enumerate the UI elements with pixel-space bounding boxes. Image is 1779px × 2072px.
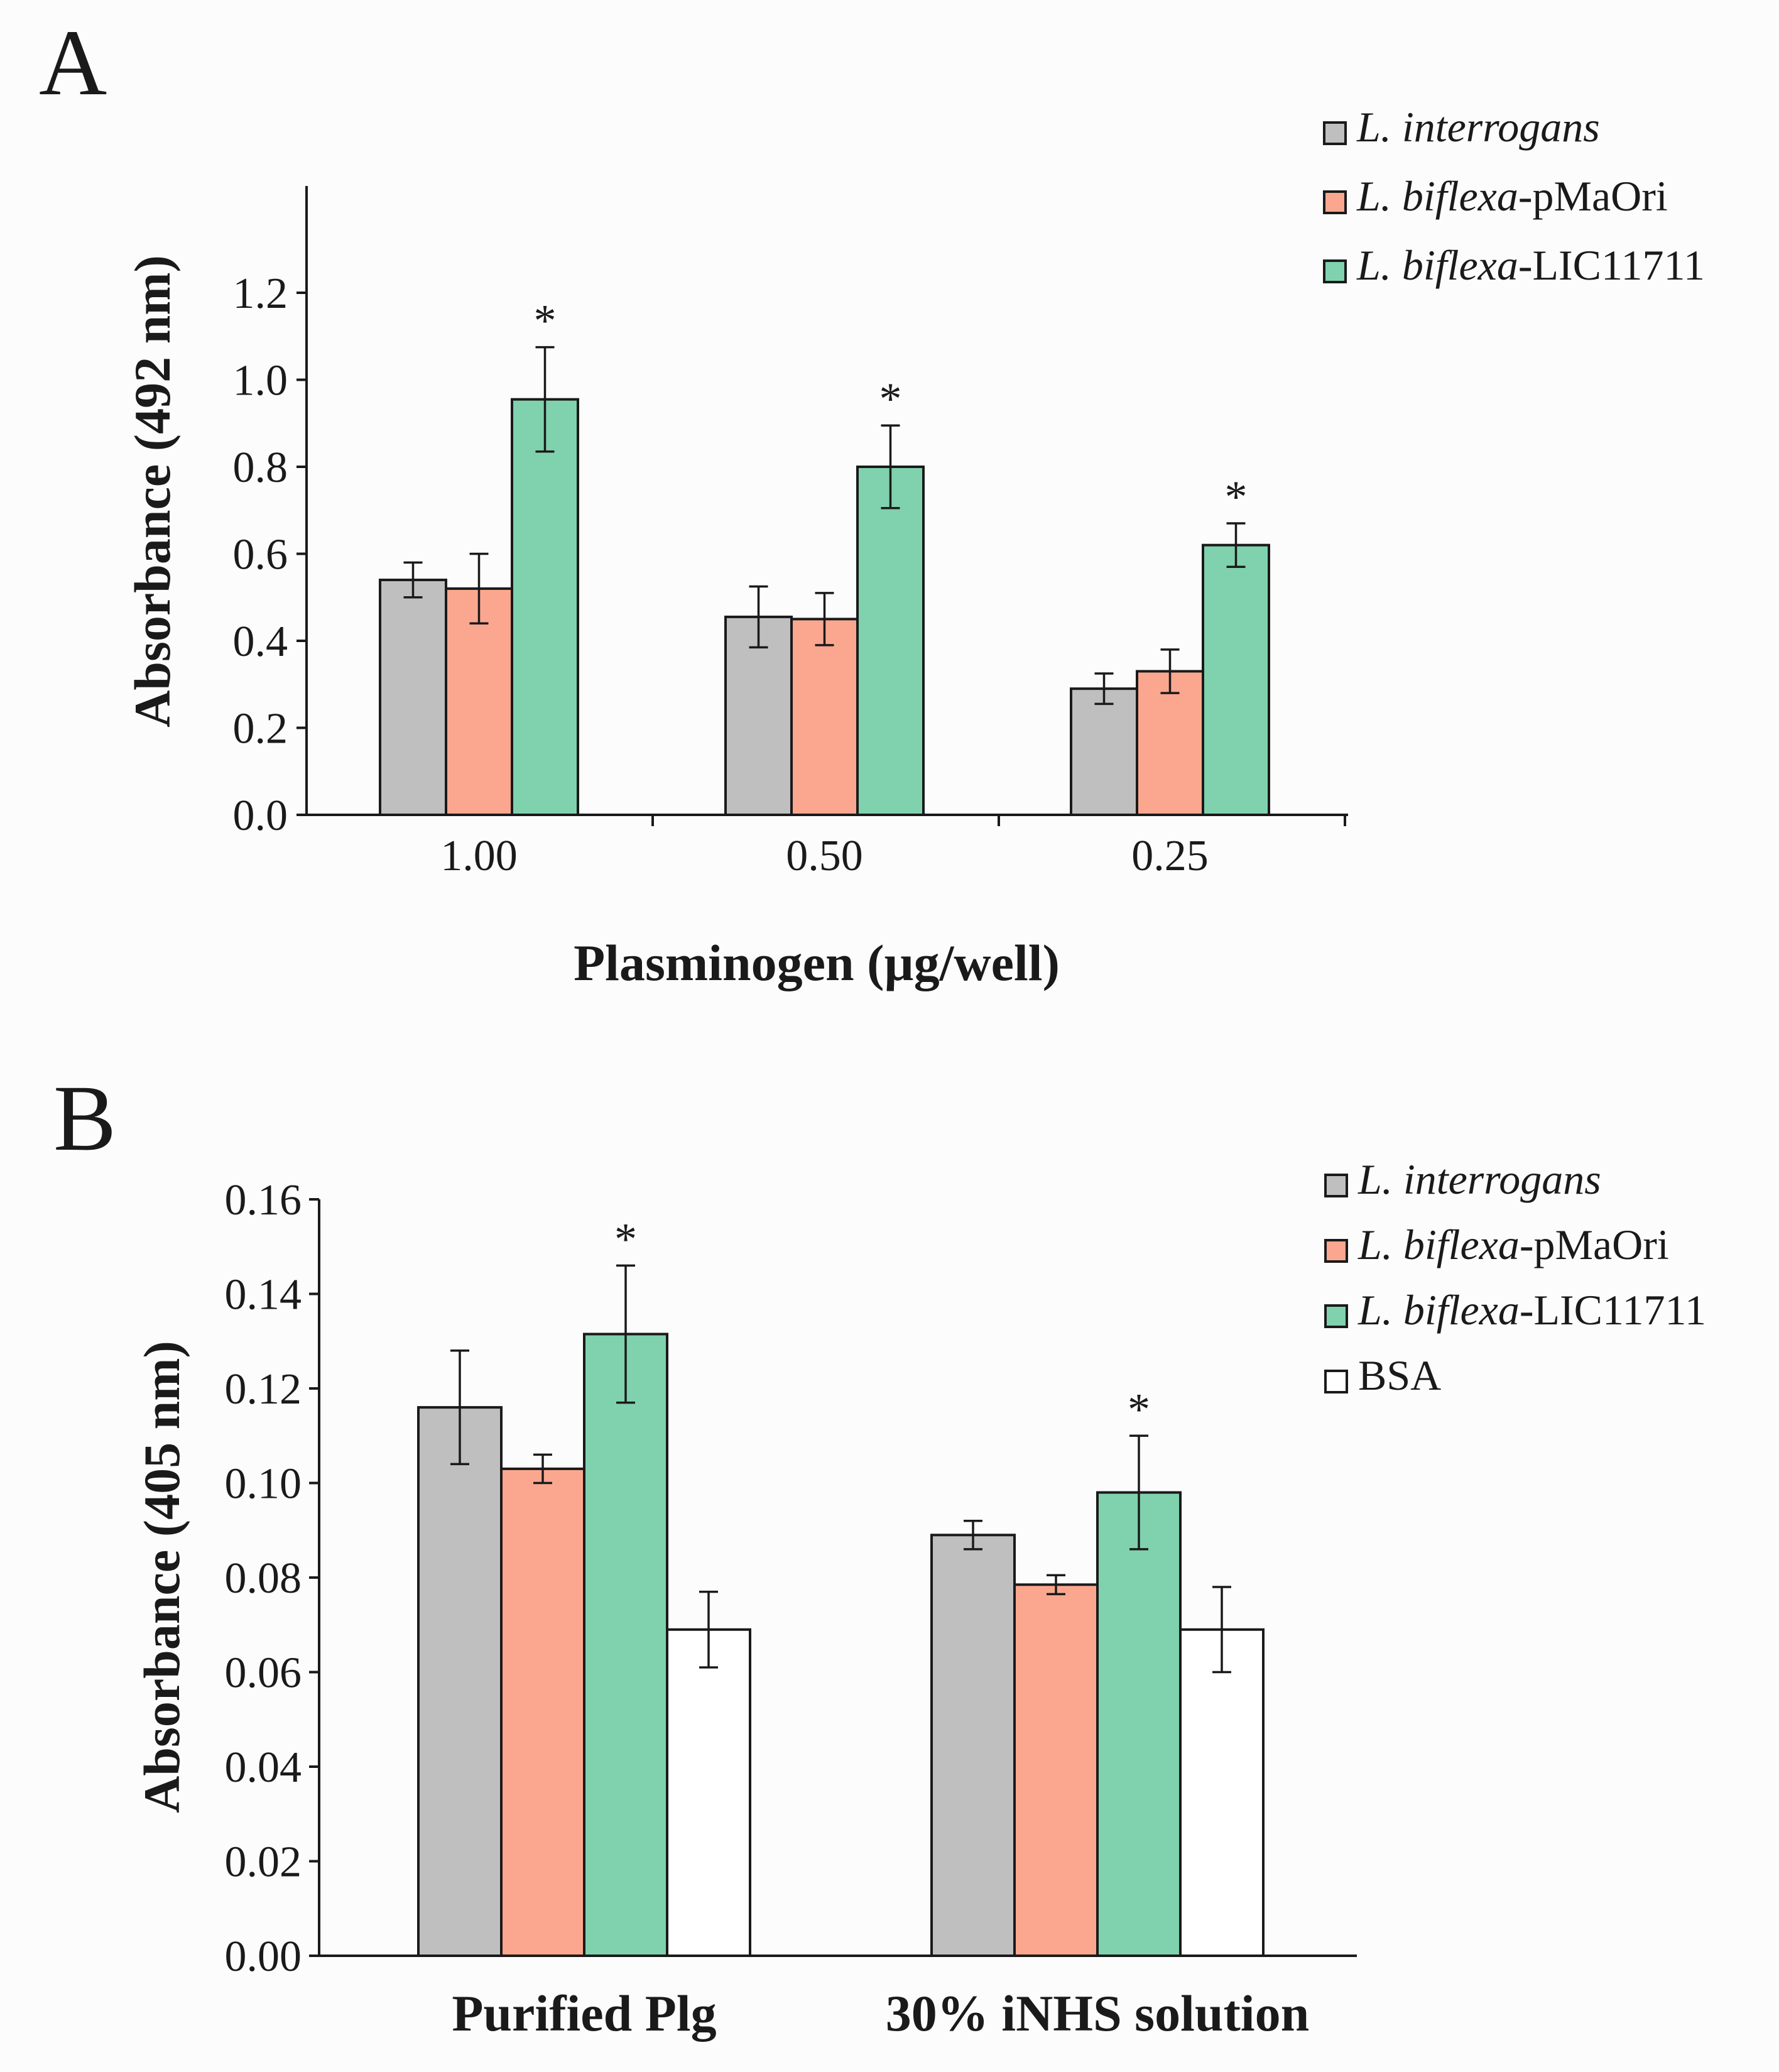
panel-b-y-tick-label: 0.12 [225, 1365, 302, 1414]
panel-b-significance-marker: * [614, 1214, 637, 1264]
panel-a-significance-marker: * [879, 374, 902, 424]
panel-b-legend-label: L. biflexa-pMaOri [1357, 1221, 1669, 1268]
panel-b-bar [1096, 1491, 1182, 1958]
panel-a-bar [790, 618, 859, 816]
panel-b-y-ticks: 0.00 0.02 0.04 0.06 0.08 0.10 0.12 0.14 0.16 [225, 1176, 319, 1981]
panel-a-legend-swatch [1323, 259, 1347, 283]
panel-b-y-tick-label: 0.04 [225, 1743, 302, 1792]
panel-a-legend-swatch [1323, 121, 1347, 145]
panel-b-y-tick-label: 0.16 [225, 1176, 302, 1224]
panel-b-y-tick-label: 0.02 [225, 1838, 302, 1887]
panel-a-legend-label: L. interrogans [1356, 103, 1600, 151]
panel-b-bar [1179, 1628, 1265, 1957]
panel-a-bar [1070, 687, 1138, 817]
panel-b-bar [1013, 1583, 1099, 1958]
panel-a-bar [1202, 543, 1270, 817]
panel-b-legend: L. interrogans L. biflexa-pMaOri L. biflex… [1324, 1155, 1706, 1399]
panel-b-y-tick-label: 0.14 [225, 1271, 302, 1319]
panel-a-bar [511, 398, 579, 816]
panel-b: B 0.00 0.02 0.04 0.06 0.08 0.10 0.12 0.14 0.16 *… [53, 1066, 1706, 2042]
panel-a-legend-label: L. biflexa-LIC11711 [1356, 241, 1705, 289]
panel-a-y-tick-label: 0.4 [233, 618, 288, 666]
panel-a-y-tick-label: 0.0 [233, 792, 288, 840]
panel-a-legend-label: L. biflexa-pMaOri [1356, 172, 1668, 220]
panel-a-category-label: 0.25 [1131, 832, 1209, 880]
panel-a-bar [445, 587, 513, 817]
panel-a-significance-marker: * [1225, 472, 1248, 522]
panel-b-y-tick-label: 0.06 [225, 1649, 302, 1698]
panel-a-x-axis-title: Plasminogen (µg/well) [574, 934, 1060, 991]
panel-b-y-axis-title: Absorbance (405 nm) [133, 1341, 190, 1813]
panel-a-category-label: 0.50 [786, 832, 863, 880]
panel-a-bar [1136, 670, 1204, 816]
panel-b-legend-label: L. biflexa-LIC11711 [1357, 1286, 1706, 1334]
panel-b-legend-label: L. interrogans [1357, 1155, 1601, 1203]
panel-b-y-tick-label: 0.08 [225, 1554, 302, 1603]
panel-b-y-tick-label: 0.00 [225, 1933, 302, 1981]
panel-b-significance-marker: * [1128, 1384, 1150, 1434]
panel-b-bars: ** [417, 1214, 1265, 1958]
panel-b-category-label: 30% iNHS solution [886, 1985, 1309, 2042]
panel-a-y-tick-label: 0.2 [233, 705, 288, 753]
panel-a-x-ticks [651, 815, 1346, 826]
panel-a-category-label: 1.00 [440, 832, 518, 880]
panel-a-bars: * * * [379, 296, 1270, 817]
panel-b-legend-swatch [1324, 1370, 1348, 1393]
panel-a-y-ticks: 0.0 0.2 0.4 0.6 0.8 1.0 1.2 [233, 270, 307, 840]
panel-a-y-axis-title: Absorbance (492 nm) [124, 255, 181, 728]
panel-b-bar [500, 1467, 585, 1958]
panel-b-legend-swatch [1324, 1239, 1348, 1263]
panel-b-category-labels: Purified Plg 30% iNHS solution [452, 1985, 1309, 2042]
panel-a-label: A [39, 11, 107, 115]
panel-b-label: B [53, 1066, 116, 1170]
panel-b-legend-swatch [1324, 1174, 1348, 1197]
panel-a-legend-swatch [1323, 190, 1347, 214]
panel-a-bar [379, 579, 447, 816]
panel-a-y-tick-label: 0.8 [233, 444, 288, 492]
panel-b-legend-label: BSA [1358, 1351, 1441, 1399]
panel-a-significance-marker: * [534, 296, 557, 346]
panel-a: A 0.0 0.2 0.4 0.6 0.8 1.0 1.2 * * * 1.00 0.50 0.25… [39, 11, 1705, 991]
panel-a-y-tick-label: 1.2 [233, 270, 288, 318]
panel-b-legend-swatch [1324, 1304, 1348, 1328]
panel-b-bar [583, 1333, 668, 1957]
panel-a-category-labels: 1.00 0.50 0.25 [440, 832, 1209, 880]
panel-b-category-label: Purified Plg [452, 1985, 716, 2042]
panel-a-y-tick-label: 0.6 [233, 531, 288, 579]
panel-b-y-tick-label: 0.10 [225, 1460, 302, 1508]
panel-b-bar [417, 1406, 503, 1958]
panel-b-bar [666, 1628, 751, 1957]
panel-b-bar [930, 1534, 1016, 1957]
panel-a-y-tick-label: 1.0 [233, 357, 288, 405]
panel-a-bar [856, 466, 925, 816]
panel-a-legend: L. interrogans L. biflexa-pMaOri L. biflex… [1323, 103, 1705, 289]
